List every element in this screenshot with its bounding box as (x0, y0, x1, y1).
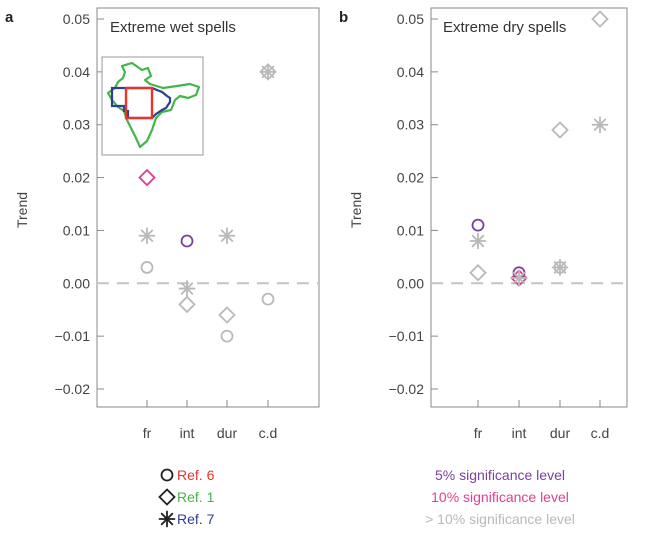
x-axis-a: fr int dur c.d (143, 400, 278, 441)
data-point-cd-circle (261, 292, 275, 306)
data-point-int-diamond (178, 295, 196, 314)
y-tick-label: 0.00 (397, 275, 424, 291)
y-tick-label: 0.04 (397, 64, 424, 80)
legend-label-diamond: Ref. 1 (177, 489, 215, 505)
y-axis-label-a: Trend (14, 192, 30, 228)
y-tick-label: 0.01 (63, 222, 90, 238)
legend-significance: 5% significance level 10% significance le… (425, 467, 575, 527)
data-point-int-star (510, 269, 528, 287)
data-point-cd-star (259, 63, 277, 81)
legend-significance-10: 10% significance level (431, 489, 569, 505)
y-tick-label: −0.01 (55, 328, 91, 344)
data-point-dur-star (551, 259, 569, 276)
y-tick-label: 0.01 (397, 222, 424, 238)
legend-label-circle: Ref. 6 (177, 467, 215, 483)
x-tick-label: c.d (259, 425, 278, 441)
data-point-fr-diamond (469, 263, 487, 282)
x-tick-label: int (512, 425, 527, 441)
legend-significance-gt10: > 10% significance level (425, 511, 575, 527)
y-tick-label: 0.02 (397, 170, 424, 186)
y-tick-label: 0.02 (63, 170, 90, 186)
data-point-dur-diamond (218, 306, 236, 324)
panel-a-letter: a (5, 9, 14, 26)
data-point-int-star (178, 280, 196, 297)
panel-b: b Extreme dry spells 0.050.040.030.020.0… (339, 7, 628, 441)
ref-7-region-outline (110, 86, 172, 120)
data-point-fr-circle (140, 261, 154, 274)
y-tick-label: −0.02 (55, 381, 91, 397)
y-tick-label: −0.02 (389, 381, 425, 397)
y-tick-label: 0.03 (63, 117, 90, 133)
legend-star-icon (158, 510, 176, 528)
data-point-dur-star (218, 227, 236, 245)
data-point-int-circle (180, 234, 194, 248)
legend-label-star: Ref. 7 (177, 511, 215, 527)
data-point-cd-diamond (591, 10, 609, 28)
data-point-fr-star (138, 227, 156, 245)
data-point-fr-diamond (138, 168, 156, 187)
x-tick-label: int (180, 425, 195, 441)
y-axis-label-b: Trend (348, 192, 364, 228)
india-inset-map (101, 56, 204, 156)
ref-1-region-outline (106, 61, 201, 149)
data-point-cd-star (591, 116, 609, 134)
plot-frame-b (430, 7, 628, 408)
chart-title-a: Extreme wet spells (110, 19, 236, 36)
y-tick-label: 0.00 (63, 275, 90, 291)
legend-significance-5: 5% significance level (435, 467, 565, 483)
y-axis-b: 0.05 0.04 0.03 0.02 0.01 0.00 −0.01 −0.02 (389, 11, 438, 397)
data-points-b (469, 10, 609, 287)
data-point-fr-circle (471, 218, 485, 232)
y-tick-label: 0.05 (63, 11, 90, 27)
x-tick-label: dur (550, 425, 571, 441)
x-axis-b: fr int dur c.d (474, 400, 610, 441)
data-point-fr-star (469, 232, 487, 250)
data-points-a (138, 63, 277, 343)
x-tick-label: fr (143, 425, 152, 441)
data-point-dur-diamond (551, 121, 569, 139)
x-tick-label: c.d (591, 425, 610, 441)
panel-b-letter: b (339, 9, 348, 26)
y-tick-label: 0.05 (397, 11, 424, 27)
y-tick-label: 0.03 (397, 117, 424, 133)
plot-frame-a (96, 7, 320, 408)
panel-a: a Extreme wet spells 0.050.040.030.020.0… (5, 7, 320, 441)
x-tick-label: fr (474, 425, 483, 441)
data-point-dur-circle (220, 329, 234, 343)
y-axis-a: 0.05 0.04 0.03 0.02 0.01 0.00 −0.01 −0.02 (55, 11, 104, 397)
y-tick-label: 0.04 (63, 64, 90, 80)
legend-diamond-icon (158, 488, 176, 506)
chart-title-b: Extreme dry spells (443, 19, 566, 36)
legend-reference: Ref. 6 Ref. 1 Ref. 7 (158, 467, 215, 528)
legend-circle-icon (160, 468, 174, 482)
ref-6-region-outline (124, 86, 154, 120)
x-tick-label: dur (217, 425, 238, 441)
y-tick-label: −0.01 (389, 328, 425, 344)
